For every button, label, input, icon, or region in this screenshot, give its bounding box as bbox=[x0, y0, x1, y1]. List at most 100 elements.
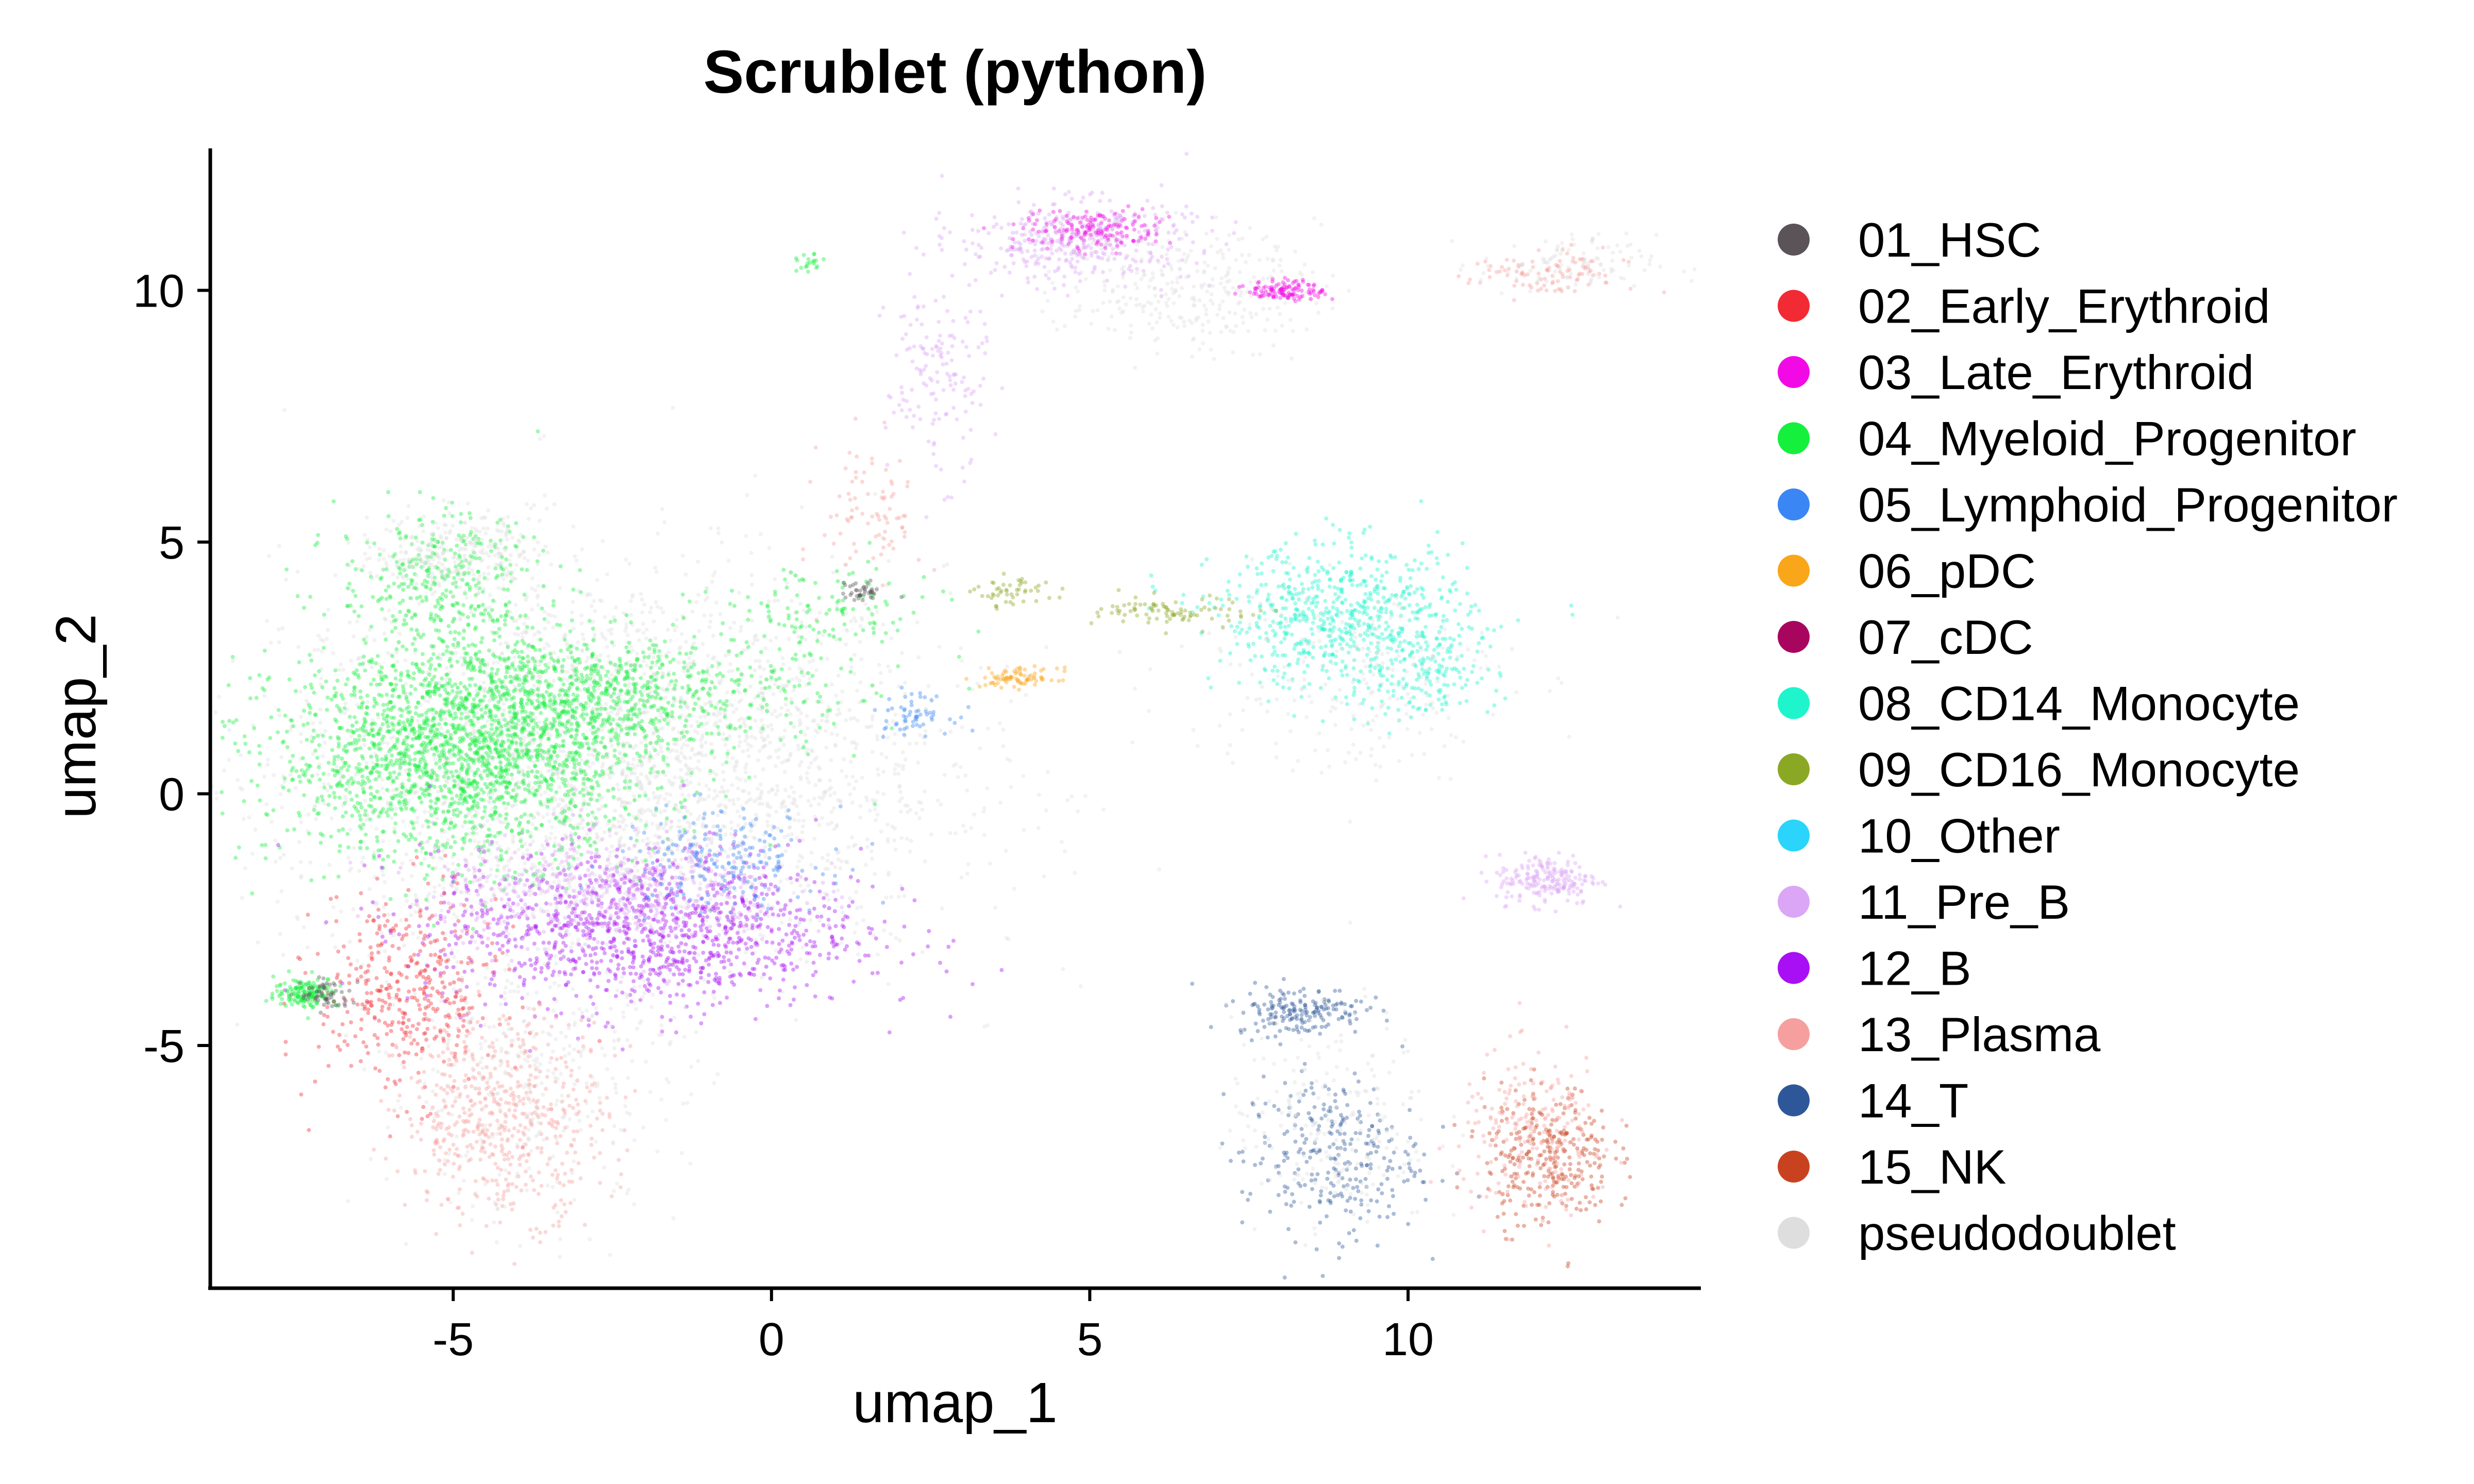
scatter-point bbox=[239, 753, 243, 757]
scatter-point bbox=[609, 672, 614, 677]
scatter-point bbox=[425, 722, 430, 727]
scatter-point bbox=[778, 879, 783, 884]
scatter-point bbox=[503, 801, 507, 805]
scatter-point bbox=[372, 696, 377, 701]
scatter-point bbox=[715, 813, 720, 818]
scatter-point bbox=[343, 761, 347, 765]
scatter-point bbox=[645, 777, 650, 781]
scatter-point bbox=[623, 669, 628, 673]
scatter-point bbox=[460, 846, 465, 851]
scatter-point bbox=[633, 669, 638, 673]
scatter-point bbox=[535, 731, 540, 735]
scatter-point bbox=[545, 812, 549, 817]
scatter-point bbox=[771, 905, 775, 909]
scatter-point bbox=[689, 812, 693, 816]
scatter-point bbox=[537, 880, 542, 885]
scatter-point bbox=[762, 874, 767, 879]
scatter-point bbox=[378, 796, 383, 800]
scatter-point bbox=[709, 613, 713, 618]
scatter-point bbox=[404, 768, 408, 773]
scatter-point bbox=[606, 711, 610, 716]
scatter-point bbox=[586, 655, 590, 660]
scatter-point bbox=[629, 822, 634, 827]
scatter-point bbox=[697, 795, 702, 800]
scatter-point bbox=[600, 754, 605, 759]
scatter-point bbox=[595, 655, 599, 659]
scatter-point bbox=[436, 797, 440, 802]
scatter-point bbox=[376, 654, 380, 659]
scatter-point bbox=[530, 863, 535, 867]
scatter-point bbox=[600, 728, 605, 732]
scatter-point bbox=[544, 779, 549, 784]
scatter-point bbox=[577, 746, 582, 750]
scatter-point bbox=[797, 818, 801, 823]
scatter-point bbox=[356, 657, 360, 662]
scatter-point bbox=[703, 714, 707, 719]
scatter-point bbox=[809, 863, 814, 867]
scatter-point bbox=[568, 800, 573, 804]
scatter-point bbox=[526, 783, 531, 788]
scatter-point bbox=[710, 656, 715, 661]
scatter-point bbox=[864, 795, 868, 800]
scatter-point bbox=[591, 761, 595, 766]
scatter-point bbox=[648, 689, 653, 694]
scatter-point bbox=[282, 408, 287, 412]
scatter-point bbox=[352, 634, 356, 638]
scatter-point bbox=[562, 781, 566, 785]
scatter-point bbox=[641, 838, 645, 843]
scatter-point bbox=[548, 753, 553, 758]
scatter-point bbox=[824, 790, 828, 795]
scatter-point bbox=[295, 915, 299, 919]
scatter-point bbox=[715, 713, 720, 718]
scatter-point bbox=[534, 706, 539, 711]
scatter-point bbox=[429, 541, 434, 545]
scatter-point bbox=[443, 784, 447, 788]
scatter-point bbox=[458, 810, 463, 815]
scatter-point bbox=[729, 832, 733, 836]
scatter-point bbox=[450, 774, 455, 779]
scatter-point bbox=[647, 692, 651, 696]
scatter-point bbox=[367, 779, 372, 783]
scatter-point bbox=[803, 732, 808, 737]
scatter-point bbox=[472, 931, 476, 936]
scatter-point bbox=[332, 686, 337, 690]
scatter-point bbox=[302, 925, 306, 930]
scatter-point bbox=[317, 778, 322, 782]
scatter-point bbox=[718, 711, 723, 716]
scatter-point bbox=[398, 918, 403, 923]
scatter-point bbox=[577, 845, 581, 849]
scatter-point bbox=[732, 875, 737, 880]
scatter-point bbox=[470, 677, 475, 681]
scatter-point bbox=[460, 764, 465, 769]
scatter-point bbox=[621, 745, 626, 749]
scatter-point bbox=[865, 837, 870, 841]
scatter-point bbox=[677, 834, 681, 838]
scatter-point bbox=[257, 673, 262, 678]
scatter-point bbox=[526, 615, 530, 620]
scatter-point bbox=[668, 826, 673, 831]
scatter-point bbox=[441, 795, 446, 799]
scatter-point bbox=[404, 893, 408, 898]
scatter-point bbox=[667, 683, 672, 687]
scatter-point bbox=[520, 710, 524, 714]
scatter-point bbox=[570, 663, 574, 668]
scatter-point bbox=[709, 741, 713, 746]
scatter-point bbox=[643, 809, 647, 814]
scatter-point bbox=[482, 809, 487, 814]
scatter-point bbox=[786, 758, 791, 763]
scatter-point bbox=[836, 707, 841, 712]
scatter-point bbox=[672, 1015, 677, 1020]
scatter-point bbox=[640, 693, 644, 697]
scatter-point bbox=[337, 708, 341, 713]
scatter-point bbox=[444, 722, 448, 727]
scatter-point bbox=[425, 692, 429, 696]
scatter-point bbox=[900, 651, 905, 655]
scatter-point bbox=[566, 784, 571, 788]
scatter-point bbox=[538, 631, 542, 635]
scatter-point bbox=[887, 870, 891, 875]
scatter-point bbox=[573, 791, 577, 796]
scatter-point bbox=[507, 727, 511, 732]
scatter-point bbox=[879, 752, 884, 756]
scatter-point bbox=[410, 616, 414, 620]
scatter-point bbox=[512, 704, 516, 709]
